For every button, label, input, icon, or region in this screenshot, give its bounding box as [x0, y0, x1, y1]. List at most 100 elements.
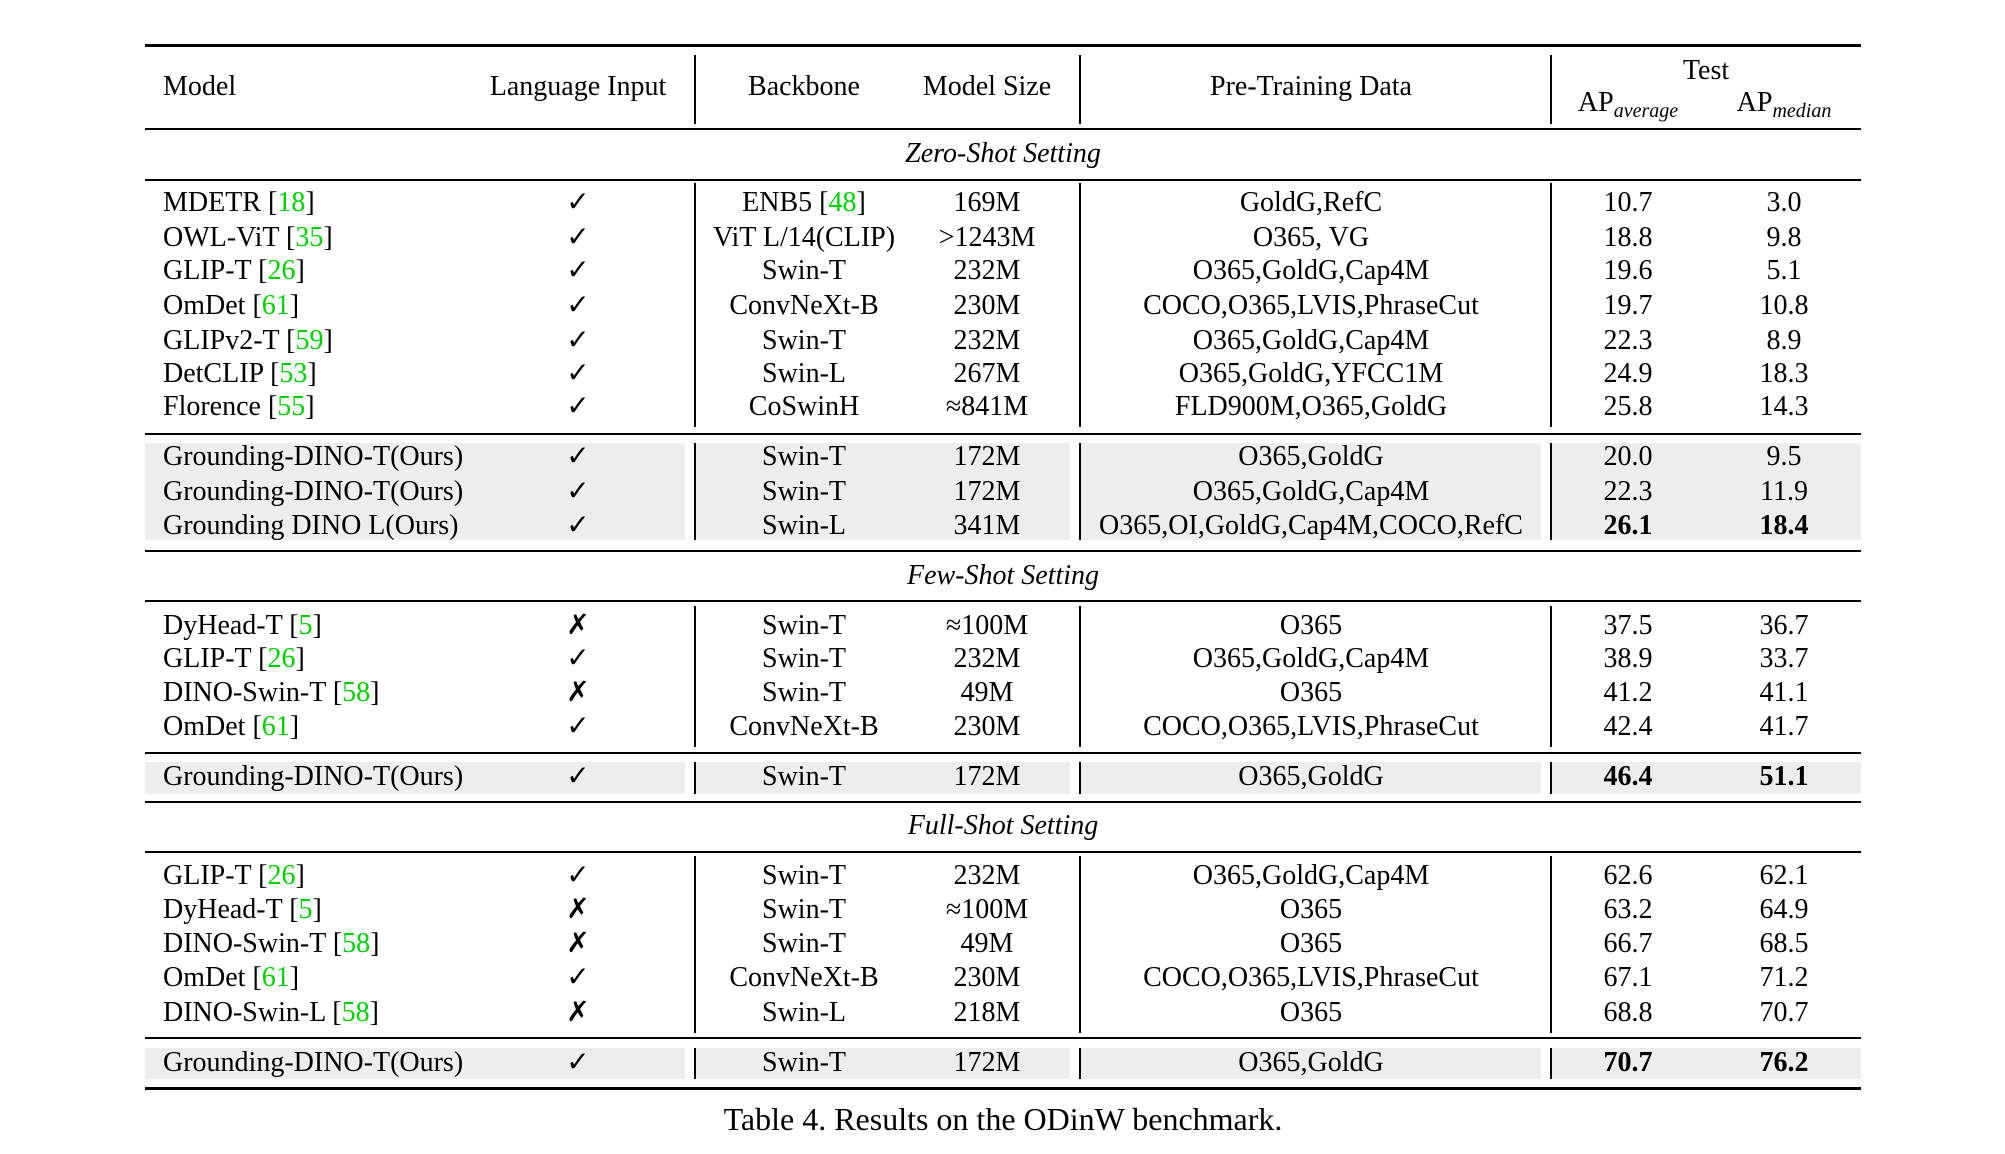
- model-size: >1243M: [938, 222, 1036, 253]
- column-divider: [694, 55, 696, 124]
- column-divider: [694, 762, 696, 794]
- model-label: Florence: [163, 391, 261, 422]
- model-name: MDETR [18]: [163, 187, 315, 218]
- model-label: OWL-ViT: [163, 222, 279, 253]
- ap-subscript: median: [1772, 100, 1832, 122]
- check-icon: ✓: [566, 187, 590, 218]
- model-size: 49M: [960, 928, 1014, 959]
- citation-link[interactable]: 18: [277, 187, 306, 218]
- horizontal-rule: [145, 600, 1861, 602]
- column-divider: [1079, 55, 1081, 124]
- ap-average-value: 70.7: [1603, 1047, 1653, 1078]
- check-icon: ✓: [566, 860, 590, 891]
- horizontal-rule: [145, 851, 1861, 853]
- citation-link[interactable]: 61: [261, 962, 290, 993]
- horizontal-rule: [145, 128, 1861, 130]
- citation-link[interactable]: 5: [298, 610, 313, 641]
- backbone: Swin-T: [762, 440, 846, 474]
- section-title: Zero-Shot Setting: [905, 138, 1101, 169]
- column-divider: [1550, 762, 1552, 794]
- pretraining-data: O365: [1279, 894, 1343, 925]
- highlight-background: [1081, 762, 1541, 794]
- model-name: Grounding-DINO-T(Ours): [163, 1046, 463, 1080]
- ap-average-value: 24.9: [1603, 358, 1653, 389]
- check-icon: ✓: [566, 962, 590, 993]
- ap-average-value: 37.5: [1603, 610, 1653, 641]
- highlight-background: [1081, 1048, 1541, 1079]
- backbone-label: ENB5: [742, 187, 813, 218]
- pretraining-data: O365,GoldG,Cap4M: [1192, 643, 1430, 674]
- model-label: DetCLIP: [163, 358, 264, 389]
- model-size: 172M: [953, 441, 1021, 472]
- backbone-label: Swin-T: [762, 894, 846, 925]
- citation-link[interactable]: 26: [267, 860, 296, 891]
- citation-link[interactable]: 5: [298, 894, 313, 925]
- ap-median-value: 33.7: [1759, 643, 1809, 674]
- citation-link[interactable]: 58: [342, 928, 371, 959]
- section-title: Full-Shot Setting: [907, 810, 1099, 841]
- citation-link[interactable]: 55: [277, 391, 306, 422]
- model-label: DyHead-T: [163, 610, 283, 641]
- highlight-background: [145, 443, 685, 540]
- header-model: Model: [163, 71, 237, 102]
- backbone: ConvNeXt-B: [729, 710, 878, 744]
- backbone: Swin-T: [762, 1046, 846, 1080]
- pretraining-data: O365,GoldG,Cap4M: [1192, 325, 1430, 356]
- horizontal-rule: [145, 44, 1861, 47]
- ap-median-value: 41.7: [1759, 711, 1809, 742]
- backbone-label: Swin-T: [762, 255, 846, 286]
- backbone: Swin-T: [762, 927, 846, 961]
- citation-link[interactable]: 35: [295, 222, 324, 253]
- citation-link[interactable]: 59: [295, 325, 324, 356]
- column-divider: [1550, 1048, 1552, 1079]
- pretraining-data: O365: [1279, 997, 1343, 1028]
- model-size: 169M: [953, 187, 1021, 218]
- citation-link[interactable]: 58: [342, 677, 371, 708]
- check-icon: ✓: [566, 290, 590, 321]
- backbone: Swin-T: [762, 676, 846, 710]
- model-size: 230M: [953, 290, 1021, 321]
- header-language-input: Language Input: [489, 71, 667, 102]
- citation-link[interactable]: 48: [828, 187, 857, 218]
- ap-median-value: 18.3: [1759, 358, 1809, 389]
- model-name: GLIPv2-T [59]: [163, 325, 333, 356]
- ap-median-value: 8.9: [1766, 325, 1802, 356]
- highlight-background: [695, 1048, 1070, 1079]
- ap-average-value: 41.2: [1603, 677, 1653, 708]
- backbone-label: Swin-L: [762, 358, 846, 389]
- ap-subscript: average: [1613, 100, 1679, 122]
- column-divider: [694, 443, 696, 540]
- citation-link[interactable]: 26: [267, 255, 296, 286]
- column-divider: [694, 1048, 696, 1079]
- backbone: ConvNeXt-B: [729, 289, 878, 323]
- column-divider: [1550, 443, 1552, 540]
- model-name: Grounding-DINO-T(Ours): [163, 475, 463, 509]
- model-label: MDETR: [163, 187, 261, 218]
- pretraining-data: COCO,O365,LVIS,PhraseCut: [1143, 290, 1479, 321]
- citation-link[interactable]: 61: [261, 711, 290, 742]
- check-icon: ✓: [566, 325, 590, 356]
- column-divider: [1550, 606, 1552, 747]
- ap-median-value: 9.8: [1766, 222, 1802, 253]
- ap-median-value: 71.2: [1759, 962, 1809, 993]
- highlight-background: [695, 443, 1070, 540]
- citation-link[interactable]: 58: [341, 997, 370, 1028]
- ap-average-value: 18.8: [1603, 222, 1653, 253]
- check-icon: ✓: [566, 255, 590, 286]
- highlight-background: [695, 762, 1070, 794]
- backbone: Swin-L: [762, 357, 846, 391]
- pretraining-data: O365,GoldG,Cap4M: [1192, 860, 1430, 891]
- column-divider: [1550, 183, 1552, 427]
- horizontal-rule: [145, 550, 1861, 552]
- model-name: GLIP-T [26]: [163, 255, 305, 286]
- backbone: Swin-T: [762, 254, 846, 288]
- column-divider: [694, 606, 696, 747]
- column-divider: [1079, 762, 1081, 794]
- ap-median-value: 18.4: [1759, 510, 1809, 541]
- model-label: OmDet: [163, 962, 246, 993]
- citation-link[interactable]: 53: [279, 358, 308, 389]
- citation-link[interactable]: 26: [267, 643, 296, 674]
- model-size: 341M: [953, 510, 1021, 541]
- ap-average-value: 10.7: [1603, 187, 1653, 218]
- citation-link[interactable]: 61: [261, 290, 290, 321]
